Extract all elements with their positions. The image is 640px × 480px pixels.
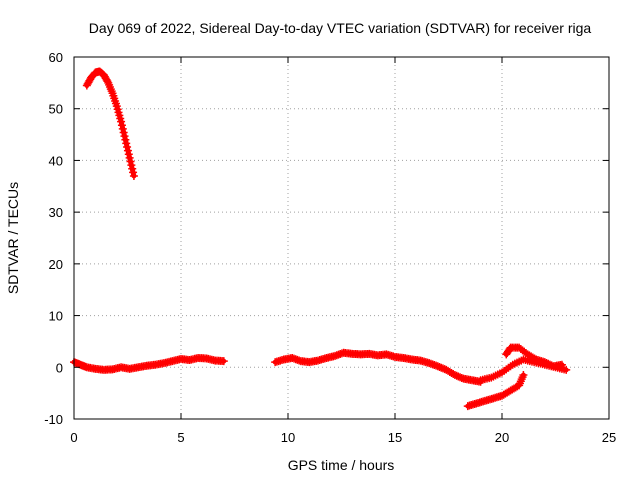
chart-title: Day 069 of 2022, Sidereal Day-to-day VTE…	[89, 20, 592, 36]
data-point	[544, 359, 553, 368]
y-tick-label: 30	[49, 205, 63, 220]
data-point	[125, 153, 134, 162]
plot-frame	[73, 56, 610, 420]
data-point	[121, 135, 130, 144]
y-tick-label: 40	[49, 153, 63, 168]
data-point	[557, 360, 566, 369]
data-point	[530, 354, 539, 363]
series-group	[82, 67, 138, 180]
x-axis-title: GPS time / hours	[288, 457, 395, 473]
series-group	[463, 371, 528, 411]
data-point	[123, 146, 132, 155]
data-point	[126, 157, 135, 166]
data-point	[449, 370, 458, 379]
data-point	[129, 168, 138, 177]
y-tick-label: 60	[49, 50, 63, 65]
data-point	[119, 128, 128, 137]
y-tick-label: -10	[44, 412, 63, 427]
data-point	[128, 164, 137, 173]
y-axis-title: SDTVAR / TECUs	[5, 182, 21, 294]
data-point	[117, 121, 126, 130]
data-point	[123, 142, 132, 151]
data-point	[120, 132, 129, 141]
data-point	[103, 77, 112, 86]
data-point	[124, 150, 133, 159]
series-group	[271, 348, 485, 386]
data-point	[129, 171, 138, 180]
y-tick-label: 50	[49, 102, 63, 117]
data-point	[542, 358, 551, 367]
data-series	[70, 67, 571, 411]
data-point	[118, 124, 127, 133]
x-tick-label: 15	[388, 430, 402, 445]
data-point	[122, 139, 131, 148]
x-tick-label: 10	[281, 430, 295, 445]
data-point	[545, 360, 554, 369]
x-tick-label: 0	[70, 430, 77, 445]
data-point	[540, 358, 549, 367]
data-point	[519, 371, 528, 380]
data-point	[562, 365, 571, 374]
y-tick-label: 0	[56, 360, 63, 375]
data-point	[127, 161, 136, 170]
data-point	[117, 117, 126, 126]
grid-lines	[74, 57, 609, 419]
x-tick-label: 25	[602, 430, 616, 445]
axis-ticks: 0 5 10 15 20 25 -10 0 10 20 30 40 50 60	[44, 50, 616, 445]
series-group	[502, 343, 566, 371]
y-tick-label: 10	[49, 309, 63, 324]
y-tick-label: 20	[49, 257, 63, 272]
data-point	[219, 357, 228, 366]
x-tick-label: 5	[177, 430, 184, 445]
x-tick-label: 20	[495, 430, 509, 445]
series-group	[70, 353, 228, 374]
